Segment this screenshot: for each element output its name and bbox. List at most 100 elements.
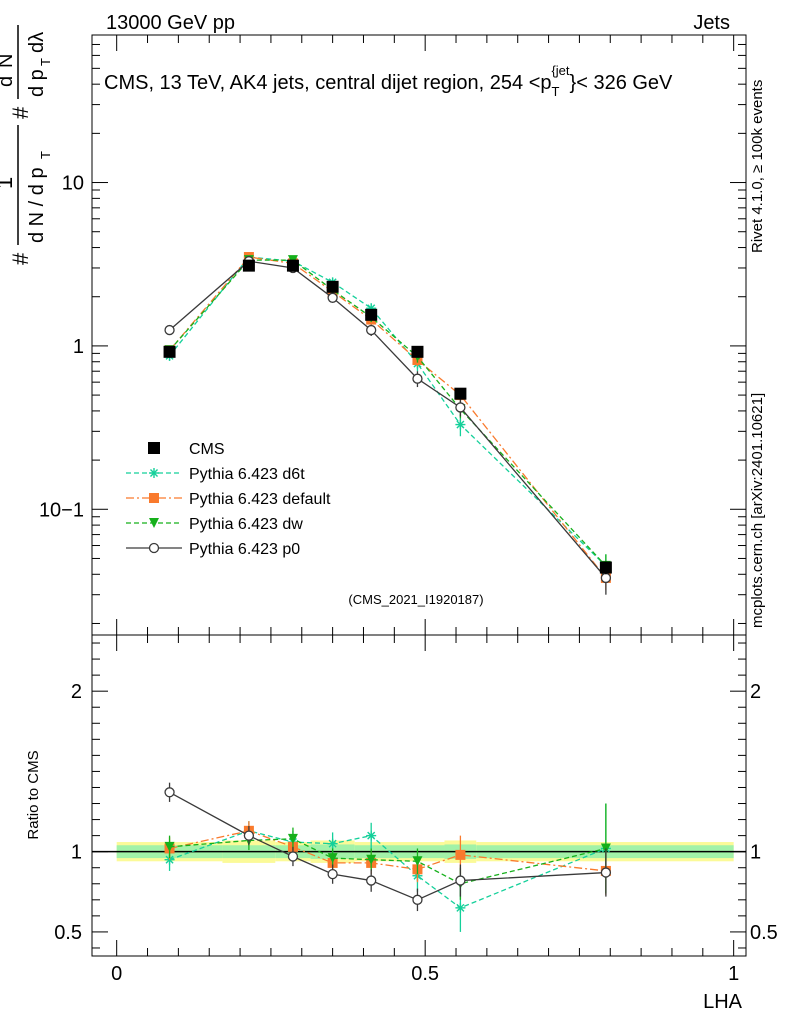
star-stroke bbox=[149, 468, 159, 478]
series-line bbox=[169, 256, 607, 579]
mcplots-label: mcplots.cern.ch [arXiv:2401.10621] bbox=[749, 393, 766, 628]
legend-label: Pythia 6.423 dw bbox=[189, 516, 303, 533]
ratio-line bbox=[169, 830, 607, 909]
legend-entry: Pythia 6.423 dw bbox=[126, 516, 303, 533]
star-stroke bbox=[367, 831, 376, 840]
data-point bbox=[287, 851, 299, 862]
x-axis-label: LHA bbox=[703, 991, 743, 1013]
header-right: Jets bbox=[693, 12, 730, 34]
data-point bbox=[366, 854, 377, 865]
data-point bbox=[148, 442, 160, 454]
ratio-series-pythia-6-423-p0 bbox=[164, 782, 612, 912]
data-point bbox=[164, 324, 175, 336]
data-point bbox=[327, 292, 338, 303]
ratio-y-tick-label: 2 bbox=[71, 681, 82, 703]
legend-entry: Pythia 6.423 d6t bbox=[126, 466, 305, 483]
x-tick-label: 0 bbox=[111, 963, 122, 985]
data-point bbox=[164, 841, 175, 852]
data-point bbox=[366, 324, 377, 336]
star-stroke bbox=[456, 903, 465, 912]
y-tick-label: 10−1 bbox=[39, 499, 84, 521]
series-cms bbox=[163, 259, 612, 575]
ratio-y-tick-label: 0.5 bbox=[750, 922, 778, 944]
ratio-line bbox=[169, 830, 606, 872]
data-point bbox=[149, 468, 159, 478]
data-point bbox=[164, 787, 175, 798]
x-tick-label: 0.5 bbox=[411, 963, 439, 985]
star-stroke bbox=[328, 839, 337, 848]
data-point bbox=[455, 875, 466, 886]
y-tick-label: 1 bbox=[73, 336, 84, 358]
data-point bbox=[287, 833, 298, 844]
header-left: 13000 GeV pp bbox=[106, 12, 235, 34]
legend-entry: CMS bbox=[148, 441, 225, 458]
data-point bbox=[366, 830, 377, 841]
series-pythia-6-423-default bbox=[164, 252, 611, 591]
data-point bbox=[366, 875, 377, 886]
ratio-y-axis-label: Ratio to CMS bbox=[25, 750, 42, 839]
data-point bbox=[326, 280, 339, 293]
plot-title: CMS, 13 TeV, AK4 jets, central dijet reg… bbox=[104, 63, 673, 99]
svg-text:T: T bbox=[38, 151, 53, 159]
data-point bbox=[148, 542, 160, 554]
data-point bbox=[599, 561, 612, 574]
svg-text:d N / d p: d N / d p bbox=[26, 167, 48, 243]
y-tick-label: 10 bbox=[62, 173, 84, 195]
x-tick-label: 1 bbox=[728, 963, 739, 985]
data-point bbox=[327, 853, 338, 864]
data-point bbox=[455, 402, 466, 413]
series-line bbox=[169, 260, 607, 579]
ratio-y-tick-label: 0.5 bbox=[54, 922, 82, 944]
ratio-axis-ticks: 0.5 0.5 1 1 2 2 bbox=[54, 642, 778, 949]
data-point bbox=[412, 373, 423, 384]
ratio-plot-frame bbox=[91, 634, 747, 957]
svg-text:d p: d p bbox=[26, 69, 48, 97]
legend-label: CMS bbox=[189, 441, 225, 458]
legend: CMS Pythia 6.423 d6t Pythia 6.423 default P… bbox=[126, 441, 331, 558]
legend-label: Pythia 6.423 d6t bbox=[189, 466, 305, 483]
rivet-version-label: Rivet 4.1.0, ≥ 100k events bbox=[749, 80, 766, 253]
ratio-y-tick-label: 1 bbox=[71, 842, 82, 864]
ratio-series bbox=[164, 782, 612, 932]
data-point bbox=[455, 419, 466, 430]
data-point bbox=[412, 856, 423, 867]
svg-text:dλ: dλ bbox=[26, 32, 48, 53]
data-point bbox=[600, 572, 612, 584]
legend-entry: Pythia 6.423 default bbox=[126, 491, 331, 508]
ratio-y-tick-label: 2 bbox=[750, 681, 761, 703]
main-series bbox=[163, 252, 612, 595]
data-point bbox=[455, 849, 466, 860]
main-axis-ticks: 10−1 1 10 0 0.5 1 bbox=[39, 34, 746, 985]
ratio-line bbox=[169, 838, 607, 885]
series-line bbox=[169, 256, 607, 567]
data-point bbox=[455, 902, 466, 913]
legend-label: Pythia 6.423 p0 bbox=[189, 541, 300, 558]
svg-text:N: N bbox=[0, 54, 17, 68]
data-point bbox=[454, 387, 467, 400]
data-point bbox=[600, 867, 612, 878]
data-point bbox=[163, 345, 176, 358]
svg-text:#: # bbox=[8, 252, 33, 265]
svg-text:2: 2 bbox=[0, 68, 3, 75]
ratio-line bbox=[169, 791, 606, 901]
svg-text:T: T bbox=[38, 58, 53, 66]
ratio-series-pythia-6-423-d6t bbox=[164, 803, 611, 932]
svg-text:#: # bbox=[8, 106, 33, 119]
svg-text:1: 1 bbox=[0, 177, 17, 189]
data-point bbox=[411, 345, 424, 358]
data-point bbox=[149, 493, 159, 503]
analysis-watermark: (CMS_2021_I1920187) bbox=[348, 592, 483, 607]
data-point bbox=[327, 838, 338, 849]
data-point bbox=[149, 518, 159, 528]
data-point bbox=[286, 259, 299, 272]
ratio-y-tick-label: 1 bbox=[750, 842, 761, 864]
svg-text:d: d bbox=[0, 76, 17, 87]
star-stroke bbox=[456, 420, 465, 429]
data-point bbox=[327, 868, 338, 880]
legend-entry: Pythia 6.423 p0 bbox=[126, 541, 300, 558]
data-point bbox=[365, 308, 378, 321]
main-y-axis-label: # 1 d N / d p T # d 2 N d p T dλ bbox=[0, 25, 53, 265]
data-point bbox=[412, 894, 423, 905]
data-point bbox=[243, 830, 255, 841]
